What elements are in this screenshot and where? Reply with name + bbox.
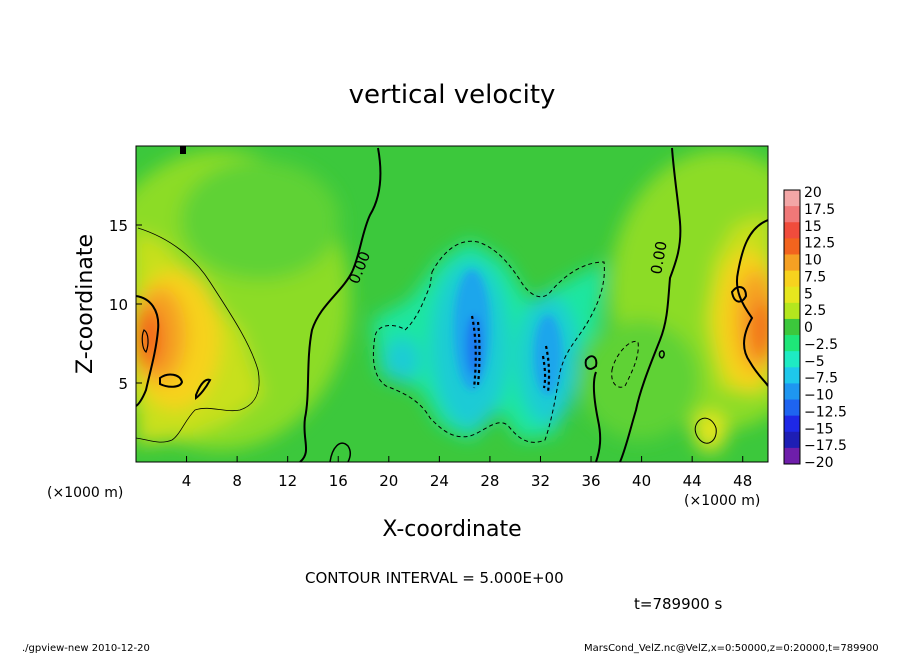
x-tick-label-9: 40 (632, 472, 651, 490)
colorbar-swatch-4 (784, 254, 800, 272)
colorbar-label-14: −15 (804, 421, 834, 437)
colorbar-swatch-11 (784, 367, 800, 384)
colorbar-label-4: 10 (804, 253, 822, 269)
x-tick-label-3: 16 (329, 472, 348, 490)
colorbar-label-11: −7.5 (804, 371, 838, 387)
colorbar-label-15: −17.5 (804, 438, 847, 454)
colorbar-label-8: 0 (804, 320, 813, 336)
colorbar-swatch-7 (784, 302, 800, 320)
y-axis-label: Z-coordinate (73, 234, 98, 374)
x-tick-label-11: 48 (733, 472, 752, 490)
colorbar-swatch-5 (784, 270, 800, 288)
x-tick-label-4: 20 (379, 472, 398, 490)
x-tick-label-7: 32 (531, 472, 550, 490)
time-label: t=789900 s (634, 595, 722, 613)
x-axis-label: X-coordinate (382, 517, 521, 542)
colorbar-label-2: 15 (804, 219, 822, 235)
x-tick-label-8: 36 (581, 472, 600, 490)
x-tick-label-1: 8 (232, 472, 242, 490)
colorbar-frame (783, 189, 801, 465)
colorbar-swatch-0 (784, 190, 800, 207)
colorbar-swatch-8 (784, 318, 800, 336)
colorbar-label-7: 2.5 (804, 303, 826, 319)
y-tick-label-1: 10 (109, 296, 128, 314)
colorbar-swatch-13 (784, 399, 800, 417)
colorbar-swatch-14 (784, 415, 800, 433)
y-tick-label-0: 5 (118, 375, 128, 393)
colorbar-swatch-2 (784, 222, 800, 239)
colorbar-label-12: −10 (804, 388, 834, 404)
colorbar-swatch-12 (784, 383, 800, 401)
colorbar-swatch-9 (784, 335, 800, 352)
colorbar-swatch-10 (784, 351, 800, 368)
footer-left: ./gpview-new 2010-12-20 (22, 643, 150, 654)
x-axis-ticks: 4 8 12 16 20 24 28 32 36 40 44 48 (182, 456, 752, 490)
colorbar: 2017.51512.5107.552.50−2.5−5−7.5−10−12.5… (783, 185, 847, 471)
contour-interval: CONTOUR INTERVAL = 5.000E+00 (305, 569, 564, 587)
velocity-field (136, 146, 768, 462)
x-tick-label-2: 12 (278, 472, 297, 490)
colorbar-swatch-6 (784, 286, 800, 304)
colorbar-swatch-1 (784, 206, 800, 223)
colorbar-label-6: 5 (804, 286, 813, 302)
colorbar-swatch-16 (784, 447, 800, 465)
colorbar-label-1: 17.5 (804, 202, 835, 218)
colorbar-swatch-3 (784, 238, 800, 255)
colorbar-swatch-15 (784, 431, 800, 449)
x-unit-label-right: (×1000 m) (684, 493, 760, 509)
footer-right: MarsCond_VelZ.nc@VelZ,x=0:50000,z=0:2000… (584, 643, 879, 654)
chart-title: vertical velocity (349, 80, 556, 110)
colorbar-label-0: 20 (804, 185, 822, 201)
colorbar-label-9: −2.5 (804, 337, 838, 353)
x-tick-label-10: 44 (683, 472, 702, 490)
colorbar-label-13: −12.5 (804, 404, 847, 420)
x-unit-label-left: (×1000 m) (47, 485, 123, 501)
x-tick-label-0: 4 (182, 472, 192, 490)
colorbar-label-16: −20 (804, 455, 834, 471)
contour-label-1: 0.00 (647, 240, 671, 276)
colorbar-label-3: 12.5 (804, 236, 835, 252)
y-axis-ticks: 5 10 15 (109, 217, 142, 393)
y-tick-label-2: 15 (109, 217, 128, 235)
x-tick-label-5: 24 (430, 472, 449, 490)
colorbar-label-10: −5 (804, 354, 825, 370)
colorbar-label-5: 7.5 (804, 269, 826, 285)
x-tick-label-6: 28 (480, 472, 499, 490)
